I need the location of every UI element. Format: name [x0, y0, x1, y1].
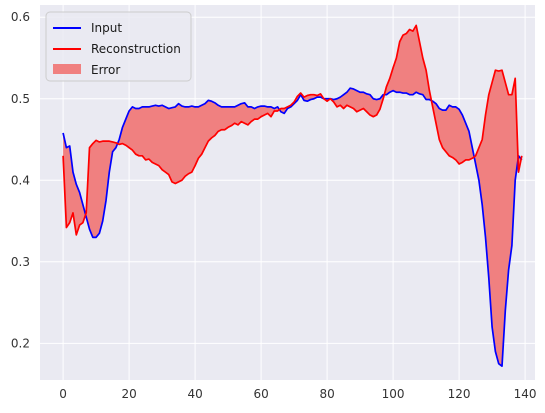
x-tick-label: 60	[253, 387, 268, 401]
y-tick-label: 0.4	[11, 173, 30, 187]
x-tick-label: 0	[59, 387, 67, 401]
reconstruction-line	[62, 24, 523, 236]
y-axis-ticks: 0.2 0.3 0.4 0.5 0.6	[11, 10, 30, 350]
legend-label-reconstruction: Reconstruction	[91, 42, 181, 56]
x-tick-label: 120	[448, 387, 471, 401]
y-tick-label: 0.5	[11, 92, 30, 106]
x-tick-label: 100	[382, 387, 405, 401]
legend-label-error: Error	[91, 63, 120, 77]
error-band	[63, 25, 522, 367]
grid	[40, 5, 535, 380]
series-lines	[62, 24, 523, 367]
y-tick-label: 0.2	[11, 336, 30, 350]
error-area	[63, 25, 522, 367]
x-tick-label: 140	[514, 387, 537, 401]
x-tick-label: 80	[319, 387, 334, 401]
legend-label-input: Input	[91, 21, 122, 35]
input-line	[62, 87, 523, 367]
legend: Input Reconstruction Error	[45, 11, 192, 82]
y-tick-label: 0.6	[11, 10, 30, 24]
legend-box	[45, 11, 192, 82]
x-axis-ticks: 0 20 40 60 80 100 120 140	[59, 387, 536, 401]
x-tick-label: 40	[187, 387, 202, 401]
x-tick-label: 20	[121, 387, 136, 401]
y-tick-label: 0.3	[11, 255, 30, 269]
legend-swatch-error	[53, 64, 81, 74]
